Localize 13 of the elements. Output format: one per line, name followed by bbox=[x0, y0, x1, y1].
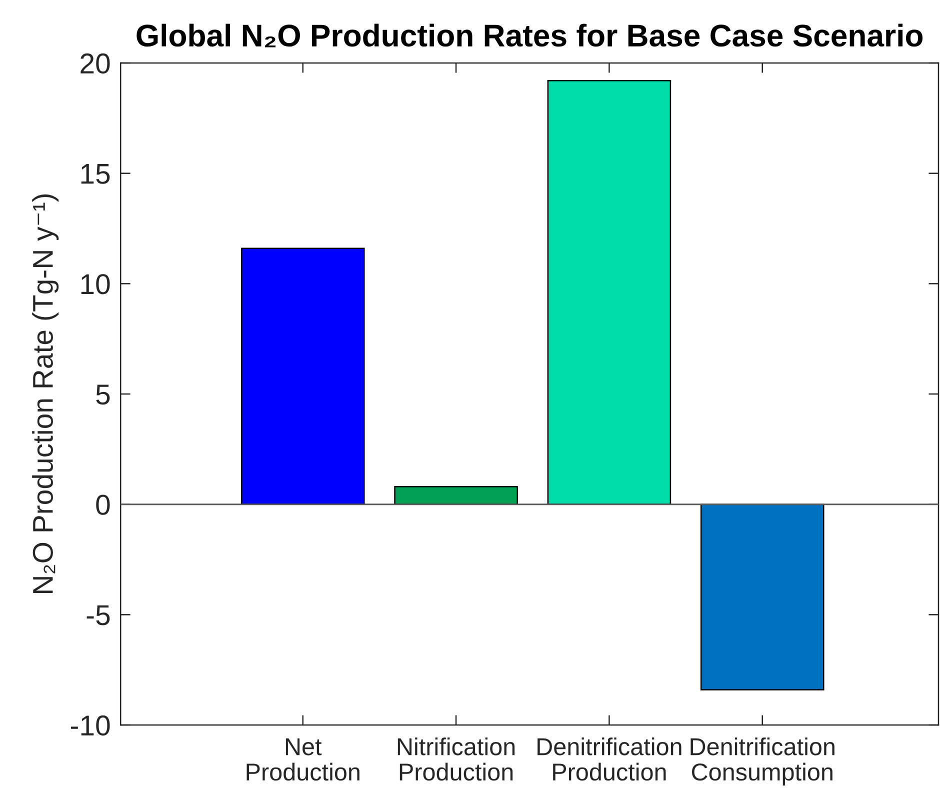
y-axis-title: N₂O Production Rate (Tg-N y⁻¹) bbox=[32, 194, 59, 593]
x-tick-label: Nitrification Production bbox=[398, 738, 515, 781]
chart-title: Global N₂O Production Rates for Base Case Scenario bbox=[136, 24, 923, 48]
y-tick-label: 15 bbox=[81, 164, 110, 184]
y-tick-label: 5 bbox=[96, 384, 110, 405]
y-tick-label: -5 bbox=[86, 605, 110, 626]
y-tick-label: 20 bbox=[80, 53, 110, 74]
x-tick-label: Net Production bbox=[246, 738, 360, 781]
y-tick-label: 0 bbox=[96, 494, 110, 515]
x-tick-label: Denitrification Consumption bbox=[690, 738, 834, 786]
x-tick-label: Denitrification Production bbox=[538, 738, 682, 781]
y-tick-label: -10 bbox=[70, 715, 110, 736]
y-tick-label: 10 bbox=[81, 274, 110, 294]
